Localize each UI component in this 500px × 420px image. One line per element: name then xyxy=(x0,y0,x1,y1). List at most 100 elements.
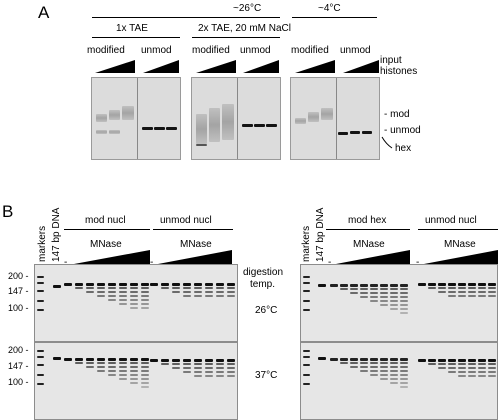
gel-band xyxy=(370,288,378,290)
gel-band xyxy=(478,367,486,369)
gel-band xyxy=(370,300,378,302)
gel-band xyxy=(448,363,456,365)
gel-band xyxy=(119,287,127,289)
gel-band xyxy=(183,367,191,369)
gel-band xyxy=(108,366,116,368)
gel-band xyxy=(350,292,358,294)
gel-band xyxy=(119,358,127,361)
gel-band xyxy=(130,362,138,364)
gel-band xyxy=(97,291,105,293)
gel-band xyxy=(468,295,476,297)
gel-band xyxy=(37,300,44,302)
gel-band xyxy=(370,374,378,376)
gel-band xyxy=(216,363,224,365)
gel-band xyxy=(130,291,138,293)
group-bracket xyxy=(326,229,410,230)
gel-band xyxy=(166,127,177,130)
gel-band xyxy=(205,375,213,377)
gel-band xyxy=(370,362,378,364)
lane-label-modified-1: modified xyxy=(87,45,125,56)
gel-band xyxy=(478,375,486,377)
gel-band xyxy=(130,378,138,380)
gel-band xyxy=(340,358,348,361)
gel-band xyxy=(172,363,180,365)
gel-band xyxy=(183,287,191,289)
mnase-label: MNase xyxy=(353,239,385,250)
gel-band xyxy=(468,359,476,362)
gel-band xyxy=(340,284,348,287)
gel-band xyxy=(130,295,138,297)
gel-image-1x-tae xyxy=(91,77,181,160)
gel-band xyxy=(141,283,149,286)
no-enzyme-lane: - xyxy=(328,257,332,268)
gel-band xyxy=(205,283,213,286)
gel-band xyxy=(390,304,398,306)
gel-band xyxy=(227,371,235,373)
gel-band xyxy=(360,288,368,290)
gel-band xyxy=(318,284,326,287)
gel-band xyxy=(130,358,138,361)
gel-band xyxy=(141,307,149,309)
gel-band xyxy=(161,363,169,365)
group-unmod-nucl-left: unmod nucl xyxy=(160,215,212,226)
gel-band xyxy=(488,283,496,286)
gel-band xyxy=(86,283,94,286)
gel-band xyxy=(330,284,338,287)
gel-band xyxy=(130,382,138,384)
gel-band xyxy=(390,378,398,380)
unmod-band-label: - unmod xyxy=(384,125,421,136)
gel-band xyxy=(97,287,105,289)
gel-band xyxy=(141,374,149,376)
group-mod-nucl: mod nucl xyxy=(85,215,126,226)
gel-band xyxy=(183,363,191,365)
group-mod-hex: mod hex xyxy=(348,215,387,226)
titration-wedge xyxy=(95,60,135,73)
gel-band xyxy=(380,374,388,376)
gel-band xyxy=(400,284,408,287)
lane-label-unmod-3: unmod xyxy=(340,45,371,56)
gel-band xyxy=(205,359,213,362)
gel-band xyxy=(428,359,436,362)
gel-band xyxy=(390,296,398,298)
gel-band xyxy=(390,374,398,376)
gel-smear xyxy=(109,110,120,120)
gel-band xyxy=(119,283,127,286)
gel-band xyxy=(360,292,368,294)
gel-band xyxy=(97,295,105,297)
gel-band xyxy=(196,144,207,146)
gel-band xyxy=(448,287,456,289)
temp-37-row-label: 37°C xyxy=(255,370,278,381)
gel-band xyxy=(97,358,105,361)
gel-band xyxy=(216,287,224,289)
gel-divider xyxy=(237,78,238,159)
gel-band xyxy=(205,367,213,369)
gel-band xyxy=(338,132,348,135)
mnase-wedge xyxy=(158,250,232,264)
gel-band xyxy=(380,378,388,380)
gel-band xyxy=(194,287,202,289)
gel-band xyxy=(141,287,149,289)
gel-band xyxy=(194,375,202,377)
gel-band xyxy=(254,124,265,127)
hex-band-label: hex xyxy=(395,143,412,154)
gel-band xyxy=(380,370,388,372)
histones-label: histones xyxy=(380,66,418,77)
gel-smear xyxy=(321,108,333,120)
gel-band xyxy=(75,358,83,361)
gel-band xyxy=(303,300,310,302)
buffer-2x-bracket xyxy=(192,37,280,38)
gel-band xyxy=(400,308,408,310)
gel-band xyxy=(130,283,138,286)
marker-147-bottom: 147 - xyxy=(8,361,29,371)
gel-band xyxy=(75,362,83,364)
gel-smear xyxy=(96,114,107,122)
gel-band xyxy=(418,359,426,362)
gel-band xyxy=(330,358,338,361)
gel-band xyxy=(97,362,105,364)
gel-band xyxy=(161,359,169,362)
mod-band-text: mod xyxy=(390,109,410,120)
gel-band xyxy=(194,359,202,362)
gel-band xyxy=(119,370,127,372)
gel-band xyxy=(458,367,466,369)
temp-26-label: ~26°C xyxy=(233,3,262,14)
